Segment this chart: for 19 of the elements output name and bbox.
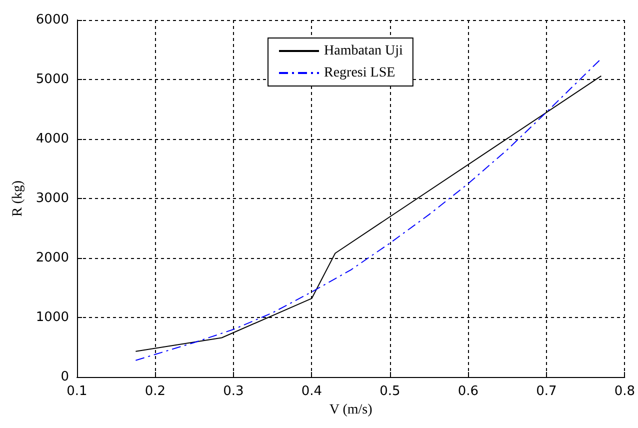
- legend-label: Hambatan Uji: [324, 44, 404, 58]
- y-tick-label: 5000: [36, 72, 69, 87]
- y-tick-label: 1000: [36, 310, 69, 325]
- x-tick-label: 0.8: [614, 384, 636, 399]
- x-tick-label: 0.4: [301, 384, 322, 399]
- x-axis-title: V (m/s): [329, 402, 373, 418]
- x-tick-label: 0.2: [144, 384, 166, 399]
- y-tick-label: 2000: [36, 250, 69, 266]
- x-tick-label: 0.5: [380, 384, 400, 399]
- y-tick-label: 0: [60, 370, 69, 384]
- x-tick-label: 0.3: [223, 384, 244, 399]
- x-tick-label: 0.6: [458, 384, 479, 399]
- y-tick-label: 4000: [36, 132, 69, 146]
- x-tick-label: 0.1: [66, 384, 88, 399]
- y-axis-title: R (kg): [10, 180, 26, 217]
- x-tick-label: 0.7: [536, 384, 557, 399]
- legend-label: Regresi LSE: [324, 66, 396, 80]
- y-tick-label: 6000: [36, 12, 69, 28]
- y-tick-label: 3000: [36, 191, 69, 206]
